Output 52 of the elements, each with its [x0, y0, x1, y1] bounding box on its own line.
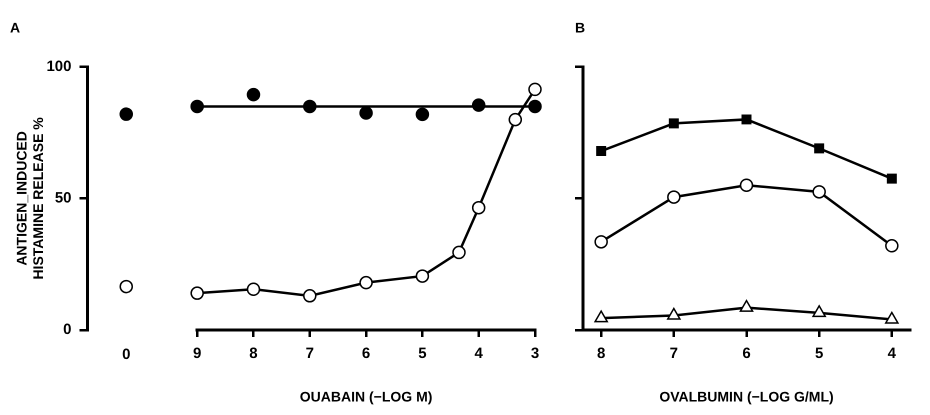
point	[667, 190, 681, 204]
y-tick-label: 50	[54, 190, 72, 207]
x-tick-label: 6	[362, 345, 370, 362]
x-tick-label: 8	[249, 345, 258, 362]
point	[812, 185, 826, 199]
x-tick-label: 3	[530, 345, 540, 362]
point	[886, 174, 897, 184]
x-tick-label: 8	[596, 345, 606, 362]
x-axis-title: OUABAIN (−LOG M)	[300, 388, 432, 404]
point	[667, 308, 681, 320]
point	[472, 98, 486, 112]
x-tick-label: 4	[888, 345, 897, 362]
x-tick-label: 5	[418, 345, 427, 362]
point	[594, 235, 608, 249]
point	[416, 269, 430, 283]
point	[596, 146, 606, 156]
point	[885, 239, 899, 253]
y-tick-label: 0	[63, 321, 72, 338]
x-tick-label: 7	[306, 345, 314, 362]
x-tick-label: 4	[474, 345, 484, 362]
point	[246, 88, 260, 102]
point	[508, 112, 522, 126]
point	[246, 282, 260, 296]
x-tick-label: 6	[742, 345, 751, 362]
point	[452, 246, 466, 260]
point	[359, 106, 373, 120]
point	[528, 82, 542, 96]
chart-title: B	[575, 19, 586, 36]
point	[740, 178, 754, 192]
point	[190, 100, 204, 114]
point	[528, 100, 542, 114]
point	[814, 143, 824, 154]
point	[594, 310, 608, 322]
point	[812, 305, 826, 318]
point	[885, 312, 899, 324]
x-tick-label: 9	[193, 345, 202, 362]
x-tick-label: 7	[670, 345, 678, 362]
point	[303, 100, 317, 114]
x-tick-label: 5	[814, 345, 824, 362]
point	[668, 118, 679, 128]
x-axis-title: OVALBUMIN (−LOG G/ML)	[659, 388, 834, 404]
chart-title: A	[10, 19, 20, 36]
point	[303, 289, 317, 303]
point	[190, 286, 204, 300]
point	[416, 108, 430, 122]
point	[742, 114, 752, 124]
point	[359, 276, 373, 290]
x-tick-label: 0	[122, 346, 130, 364]
y-axis-title: ANTIGEN_INDUCED HISTAMINE RELEASE %	[13, 116, 46, 280]
point	[740, 300, 754, 312]
point	[472, 200, 486, 214]
y-tick-label: 100	[46, 58, 72, 75]
